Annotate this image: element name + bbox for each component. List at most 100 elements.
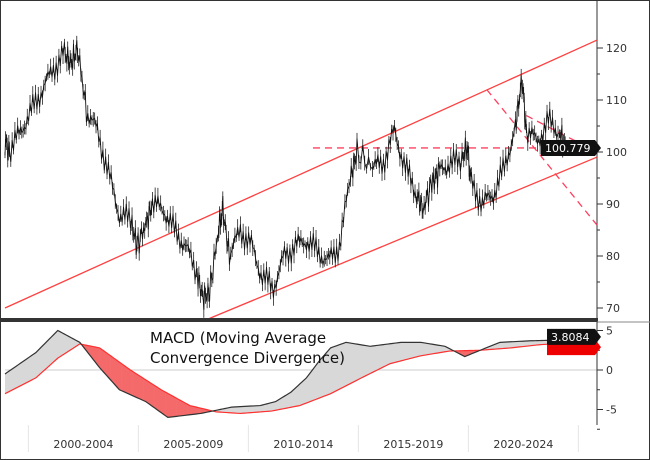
macd-line xyxy=(4,329,567,419)
macd-histogram-fill xyxy=(99,347,103,371)
macd-histogram-fill xyxy=(130,370,133,396)
macd-histogram-fill xyxy=(530,340,534,346)
macd-histogram-fill xyxy=(339,343,342,390)
macd-histogram-fill xyxy=(350,343,353,384)
macd-histogram-fill xyxy=(293,388,296,407)
signal-line xyxy=(4,342,567,415)
macd-histogram-fill xyxy=(313,366,316,401)
macd-histogram-fill xyxy=(537,340,540,345)
macd-histogram-fill xyxy=(128,368,131,395)
macd-histogram-fill xyxy=(511,341,514,348)
macd-histogram-fill xyxy=(229,407,232,413)
macd-histogram-fill xyxy=(42,343,45,372)
macd-histogram-fill xyxy=(264,403,268,412)
macd-histogram-fill xyxy=(231,407,235,414)
macd-histogram-fill xyxy=(134,372,138,398)
price-y-tick-label: 100 xyxy=(606,146,627,159)
x-category-label: 2015-2019 xyxy=(383,438,443,451)
macd-histogram-fill xyxy=(299,381,303,406)
macd-histogram-fill xyxy=(108,354,111,380)
macd-histogram-fill xyxy=(35,350,39,378)
macd-histogram-fill xyxy=(196,407,199,414)
macd-histogram-fill xyxy=(436,344,439,354)
macd-histogram-fill xyxy=(194,406,197,415)
macd-histogram-fill xyxy=(167,393,171,418)
macd-histogram-fill xyxy=(40,345,43,374)
macd-histogram-fill xyxy=(240,406,243,414)
macd-histogram-fill xyxy=(13,366,17,390)
macd-histogram-fill xyxy=(7,370,10,393)
macd-histogram-fill xyxy=(308,372,312,403)
macd-histogram-fill xyxy=(284,394,287,409)
macd-histogram-fill xyxy=(156,386,160,412)
macd-histogram-fill xyxy=(416,342,419,357)
macd-histogram-fill xyxy=(396,342,400,362)
macd-histogram-fill xyxy=(420,342,424,356)
macd-histogram-fill xyxy=(183,401,186,416)
macd-histogram-fill xyxy=(161,389,164,415)
macd-histogram-fill xyxy=(90,346,94,360)
price-panel: 70 80 90 100 110 120 100.779 xyxy=(4,0,627,320)
macd-histogram-fill xyxy=(409,342,413,359)
macd-y-tick-label: 0 xyxy=(606,364,613,377)
macd-histogram-fill xyxy=(27,357,30,383)
macd-histogram-fill xyxy=(310,369,314,402)
macd-histogram-fill xyxy=(185,403,188,416)
macd-histogram-fill xyxy=(260,404,263,412)
macd-title-line-2: Convergence Divergence) xyxy=(150,349,345,367)
macd-histogram-fill xyxy=(20,361,23,386)
macd-histogram-fill xyxy=(137,374,140,399)
price-series-line xyxy=(4,40,567,310)
macd-histogram-fill xyxy=(368,345,371,375)
macd-histogram-fill xyxy=(341,343,345,389)
price-y-tick-label: 120 xyxy=(606,42,627,55)
macd-histogram-fill xyxy=(145,379,149,404)
macd-histogram-fill xyxy=(493,344,496,350)
macd-histogram-fill xyxy=(405,342,408,360)
x-category-label: 2010-2014 xyxy=(273,438,333,451)
macd-histogram-fill xyxy=(431,344,435,354)
price-y-tick-label: 110 xyxy=(606,94,627,107)
macd-histogram-fill xyxy=(365,345,369,376)
macd-panel: -5 0 5 3.8084 xyxy=(4,322,617,430)
macd-histogram-fill xyxy=(123,365,127,393)
macd-histogram-fill xyxy=(398,342,402,362)
macd-histogram-fill xyxy=(442,345,446,353)
macd-histogram-fill xyxy=(62,332,65,356)
macd-histogram-fill xyxy=(392,343,395,364)
macd-histogram-fill xyxy=(60,331,63,357)
macd-histogram-fill xyxy=(273,401,276,411)
macd-histogram-fill xyxy=(502,342,505,349)
macd-histogram-fill xyxy=(504,342,507,349)
macd-histogram-fill xyxy=(418,342,422,357)
panel-separator[interactable] xyxy=(1,318,598,322)
macd-histogram-fill xyxy=(176,398,180,417)
macd-histogram-fill xyxy=(66,335,70,353)
macd-histogram-fill xyxy=(332,346,336,393)
macd-histogram-fill xyxy=(55,330,59,361)
macd-histogram-fill xyxy=(337,344,340,391)
macd-histogram-fill xyxy=(262,404,265,412)
macd-histogram-fill xyxy=(51,334,54,365)
macd-histogram-fill xyxy=(372,345,375,373)
macd-histogram-fill xyxy=(152,384,155,408)
macd-histogram-fill xyxy=(233,406,237,414)
macd-histogram-fill xyxy=(192,406,195,415)
macd-histogram-fill xyxy=(251,405,254,413)
macd-histogram-fill xyxy=(238,406,241,414)
macd-histogram-fill xyxy=(306,375,309,404)
macd-histogram-fill xyxy=(271,402,274,412)
macd-histogram-fill xyxy=(315,363,318,400)
macd-histogram-fill xyxy=(141,377,144,401)
macd-histogram-fill xyxy=(381,344,384,369)
last-price-tag xyxy=(541,139,601,156)
macd-y-tick-label: 5 xyxy=(606,325,613,338)
macd-histogram-fill xyxy=(429,343,433,355)
macd-histogram-fill xyxy=(528,340,532,346)
macd-histogram-fill xyxy=(222,408,226,413)
macd-histogram-fill xyxy=(200,408,204,414)
macd-histogram-fill xyxy=(363,345,367,377)
macd-histogram-fill xyxy=(22,360,26,385)
macd-histogram-fill xyxy=(117,360,120,390)
